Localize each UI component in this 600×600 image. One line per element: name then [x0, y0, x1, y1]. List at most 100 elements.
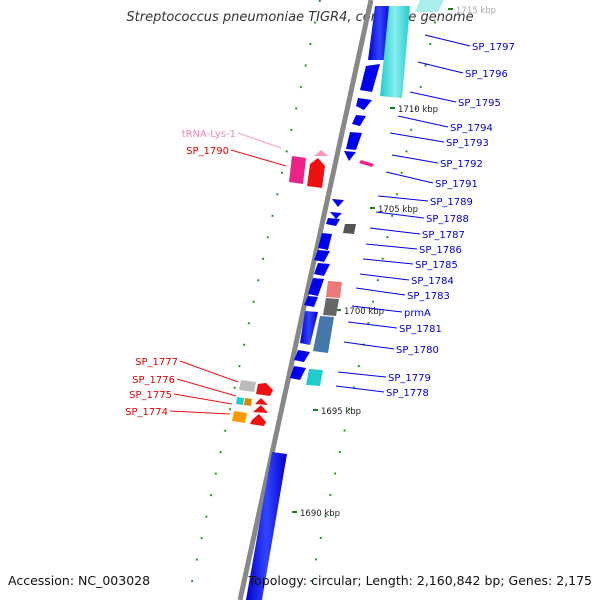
- gene-arrow-red: [255, 398, 268, 405]
- label-sp-1778: SP_1778: [386, 388, 429, 399]
- gene-block-orange: [244, 398, 252, 406]
- label-sp-1796: SP_1796: [465, 69, 508, 80]
- leader-line: [417, 61, 464, 74]
- scale-label: 1695 kbp: [321, 407, 361, 417]
- label-leader-lines: [169, 34, 471, 415]
- gene-block-blue: [246, 452, 287, 600]
- gene-arrow-blue: [360, 64, 380, 92]
- gene-arrow-blue: [314, 263, 330, 276]
- leader-line: [335, 385, 385, 393]
- gene-block-pink: [326, 281, 342, 298]
- gene-arrow-blue: [290, 366, 306, 380]
- gene-block-blue: [300, 311, 318, 345]
- gene-arrow-red: [253, 405, 268, 413]
- label-sp-1792: SP_1792: [440, 159, 483, 170]
- gene-block-steel: [313, 316, 334, 353]
- topology-label: Topology: circular; Length: 2,160,842 bp…: [248, 573, 592, 588]
- gene-arrow-blue: [304, 296, 318, 307]
- label-sp-1788: SP_1788: [426, 214, 469, 225]
- label-sp-1791: SP_1791: [435, 179, 478, 190]
- label-sp-1795: SP_1795: [458, 98, 501, 109]
- leader-line: [377, 195, 429, 202]
- gene-block-orange: [232, 411, 247, 423]
- leader-line: [347, 321, 398, 329]
- leader-line: [351, 305, 403, 313]
- label-sp-1775: SP_1775: [129, 390, 172, 401]
- gene-block-blue: [308, 278, 324, 296]
- label-sp-1780: SP_1780: [396, 345, 439, 356]
- gene-arrow-blue: [314, 250, 330, 262]
- gene-labels: SP_1797 SP_1796 SP_1795 SP_1794 SP_1793 SP_17…: [125, 42, 515, 418]
- label-sp-1789: SP_1789: [430, 197, 473, 208]
- label-sp-1786: SP_1786: [419, 245, 462, 256]
- label-sp-1784: SP_1784: [411, 276, 454, 287]
- genome-backbone: [237, 0, 374, 600]
- leader-line: [237, 132, 282, 149]
- leader-line: [173, 393, 233, 405]
- leader-line: [397, 115, 449, 128]
- trna-arrow-pink: [314, 150, 328, 156]
- gene-arrow-blue: [356, 98, 372, 110]
- label-sp-1793: SP_1793: [446, 138, 489, 149]
- label-sp-1787: SP_1787: [422, 230, 465, 241]
- label-sp-1785: SP_1785: [415, 260, 458, 271]
- label-sp-1779: SP_1779: [388, 373, 431, 384]
- gene-arrow-blue: [344, 151, 356, 161]
- leader-line: [375, 211, 425, 219]
- gene-block-gray: [343, 224, 356, 234]
- gene-block-gray: [239, 380, 256, 392]
- gene-block-cyan: [236, 397, 244, 405]
- gene-block-cyan: [306, 369, 323, 386]
- label-sp-1797: SP_1797: [472, 42, 515, 53]
- leader-line: [424, 34, 471, 47]
- gene-block-magenta: [359, 160, 374, 167]
- gene-block-blue: [318, 233, 332, 250]
- label-sp-1790: SP_1790: [186, 146, 229, 157]
- gene-arrow-red: [307, 158, 325, 188]
- label-sp-1781: SP_1781: [399, 324, 442, 335]
- scale-ticks: 1715 kbp 1710 kbp 1705 kbp 1700 kbp 1695 kbp…: [292, 6, 496, 519]
- leader-line: [365, 243, 418, 250]
- gene-arrow-blue: [332, 199, 344, 207]
- scale-label: 1690 kbp: [300, 509, 340, 519]
- gene-arrow-red: [250, 414, 266, 426]
- leader-line: [409, 91, 457, 103]
- gene-arrow-blue: [294, 350, 310, 362]
- gene-block-cyan: [380, 6, 410, 98]
- leader-line: [343, 341, 395, 350]
- scale-label: 1710 kbp: [398, 105, 438, 115]
- leader-line: [179, 360, 239, 383]
- gene-arrow-blue: [326, 218, 340, 226]
- gene-block-gray: [323, 298, 339, 316]
- label-sp-1777: SP_1777: [135, 357, 178, 368]
- leader-line: [230, 149, 287, 167]
- leader-line: [169, 410, 231, 415]
- gene-block-cyan: [415, 0, 444, 12]
- leader-line: [391, 154, 439, 164]
- accession-label: Accession: NC_003028: [8, 573, 151, 588]
- leader-line: [389, 132, 445, 143]
- label-sp-1776: SP_1776: [132, 375, 175, 386]
- label-sp-1794: SP_1794: [450, 123, 493, 134]
- gene-arrow-blue: [330, 212, 342, 219]
- leader-line: [369, 227, 421, 235]
- gene-arrow-blue: [352, 115, 366, 126]
- label-sp-1774: SP_1774: [125, 407, 168, 418]
- leader-line: [359, 273, 410, 281]
- leader-line: [355, 287, 406, 296]
- scale-label: 1700 kbp: [344, 307, 384, 317]
- gene-block-magenta: [289, 156, 306, 184]
- label-sp-1783: SP_1783: [407, 291, 450, 302]
- leader-line: [385, 171, 434, 184]
- label-prma: prmA: [404, 308, 431, 319]
- label-trna-lys-1: tRNA-Lys-1: [182, 129, 236, 140]
- gene-block-blue: [346, 132, 362, 150]
- leader-line: [362, 258, 414, 265]
- leader-line: [337, 371, 387, 378]
- gene-arrow-red: [256, 383, 273, 396]
- scale-label: 1715 kbp: [456, 6, 496, 16]
- leader-line: [176, 378, 237, 397]
- scale-label: 1705 kbp: [378, 205, 418, 215]
- gene-features: [232, 0, 444, 600]
